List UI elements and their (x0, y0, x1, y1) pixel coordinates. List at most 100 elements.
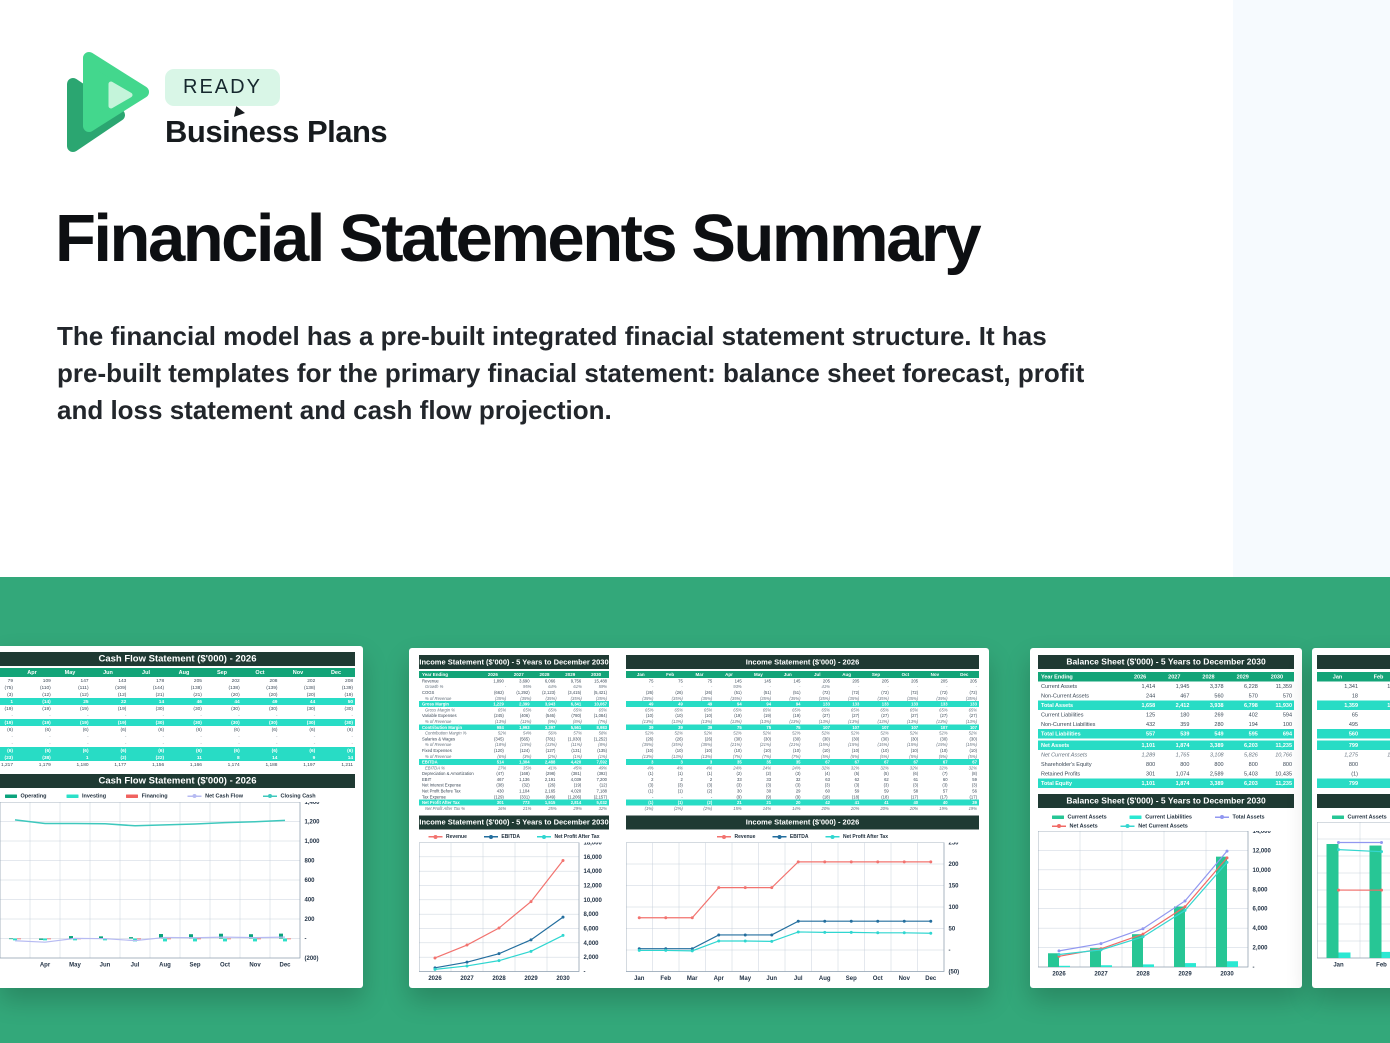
legend-item: Revenue (717, 834, 755, 840)
cell: 800 (1282, 761, 1293, 768)
svg-text:Mar: Mar (687, 976, 698, 982)
table-row: (10) (10) (10) (10) (10) (10) (10) (10) (10) (10)… (626, 748, 979, 754)
cell: (10) (881, 747, 889, 753)
cell: 1,323 (1387, 683, 1390, 690)
cell: 32% (968, 765, 977, 771)
cell: 15,488 (594, 678, 607, 684)
cell: 93% (733, 684, 742, 690)
cell: (1) (677, 771, 683, 777)
row-label: Contribution Margin % (425, 730, 467, 736)
cell: 94 (736, 701, 742, 707)
cell: - (710, 794, 713, 800)
cell: (6) (309, 726, 316, 733)
cell: 143 (118, 677, 127, 684)
row-label: EBIT (422, 776, 432, 782)
table-header-row: Year Ending 2026 2027 2028 2029 2030 (419, 671, 609, 678)
col-header: Apr (725, 672, 733, 677)
cell: (12) (599, 782, 607, 788)
cell: (5%) (968, 753, 977, 759)
cell: (30) (344, 719, 354, 726)
svg-text:Aug: Aug (159, 963, 171, 969)
cell: 799 (1348, 742, 1358, 749)
cell: 65% (598, 707, 608, 713)
svg-text:Sep: Sep (846, 976, 857, 982)
cell: (2) (707, 788, 713, 794)
cell: 133 (911, 701, 919, 707)
legend-line-swatch (536, 834, 551, 839)
legend-label: Net Cash Flow (205, 793, 243, 799)
cell: (8) (971, 771, 977, 777)
cell: (138) (304, 684, 316, 691)
row-label: Total Assets (1041, 702, 1074, 709)
cell: 1,765 (1175, 751, 1190, 758)
table-row: ---------- (0, 740, 355, 747)
table-row: ---------- (0, 712, 355, 719)
cell: (15%) (906, 742, 919, 748)
row-label: % of Revenue (425, 718, 452, 724)
svg-text:10,000: 10,000 (1253, 868, 1272, 874)
cell: 145 (734, 678, 742, 684)
cell: 67 (972, 759, 977, 765)
cell: (35%) (730, 695, 742, 701)
brand-text-block: READY Business Plans (165, 46, 388, 158)
table-row: (19) (19) (19) (19) (30) (30) (30) (30) (30) (30) (0, 705, 355, 712)
row-label: Contribution Margin (422, 724, 463, 730)
cell: (5%) (938, 753, 948, 759)
cell: (10) (704, 713, 713, 719)
cell: 16% (497, 805, 507, 811)
legend-label: Current Assets (1067, 814, 1107, 820)
cell: 24% (762, 765, 772, 771)
cell: 1,166 (189, 761, 202, 768)
legend-item: Net Cash Flow (187, 793, 243, 799)
table-row: (1)(2) (1317, 769, 1390, 779)
row-label: Salaries & Wages (422, 736, 456, 742)
cell: 1,136 (519, 776, 530, 782)
cell: (21%) (730, 742, 742, 748)
cell: 52% (939, 730, 948, 736)
cell: 5,032 (596, 800, 607, 806)
cell: (26) (704, 689, 713, 695)
legend-item: Current Assets (1052, 814, 1107, 820)
income_5yr-chart: 18,000 16,000 14,000 12,000 10,000 8,000 6,000… (418, 840, 603, 982)
cell: (3) (795, 782, 801, 788)
chart-title: Balance Sheet ($'000) - 5 Years to Decem… (1038, 794, 1294, 808)
cell: 32% (939, 765, 948, 771)
chart-title (1317, 794, 1390, 808)
cell: 65% (939, 707, 948, 713)
cell: 1,341 (1344, 683, 1358, 690)
cell: (30) (193, 705, 202, 712)
cell: - (11, 740, 13, 747)
cell: - (124, 733, 127, 740)
cell: (30) (969, 736, 977, 742)
row-label: Current Assets (1041, 683, 1078, 690)
cell: 560 (1214, 692, 1224, 699)
cell: 52% (645, 730, 654, 736)
cell: 798 (1360, 742, 1390, 748)
col-header: Jan (1332, 673, 1343, 680)
cell: (9) (795, 794, 801, 800)
cell: - (200, 740, 202, 747)
legend-label: Current Assets (1347, 814, 1387, 820)
svg-text:Aug: Aug (819, 976, 831, 982)
table-title: Income Statement ($'000) - 2026 (626, 655, 979, 669)
statement-table: JanFeb1,3411,32318361,3591,3596572495489… (1317, 672, 1390, 788)
cell: (1%) (644, 805, 654, 811)
legend-bar-swatch (5, 794, 17, 798)
cell: 11,930 (1275, 702, 1293, 709)
cell: - (275, 740, 278, 747)
legend-bar-swatch (1052, 815, 1064, 819)
svg-text:200: 200 (305, 917, 316, 923)
cell: (35%) (701, 695, 713, 701)
cell: (6) (271, 747, 278, 754)
table-row: Net Profit After Tax % 16% 21% 25% 29% 32% (419, 806, 609, 812)
svg-text:150: 150 (949, 883, 960, 889)
svg-text:2,000: 2,000 (1253, 946, 1269, 952)
svg-text:Jun: Jun (100, 963, 111, 969)
cell: 594 (1282, 711, 1293, 718)
cell: (35%) (495, 695, 507, 701)
legend-bar-swatch (1332, 815, 1344, 819)
svg-text:-: - (1253, 965, 1255, 971)
table-row: (1) (1) (2) 21 21 20 42 41 41 40 40 39 (626, 799, 979, 806)
